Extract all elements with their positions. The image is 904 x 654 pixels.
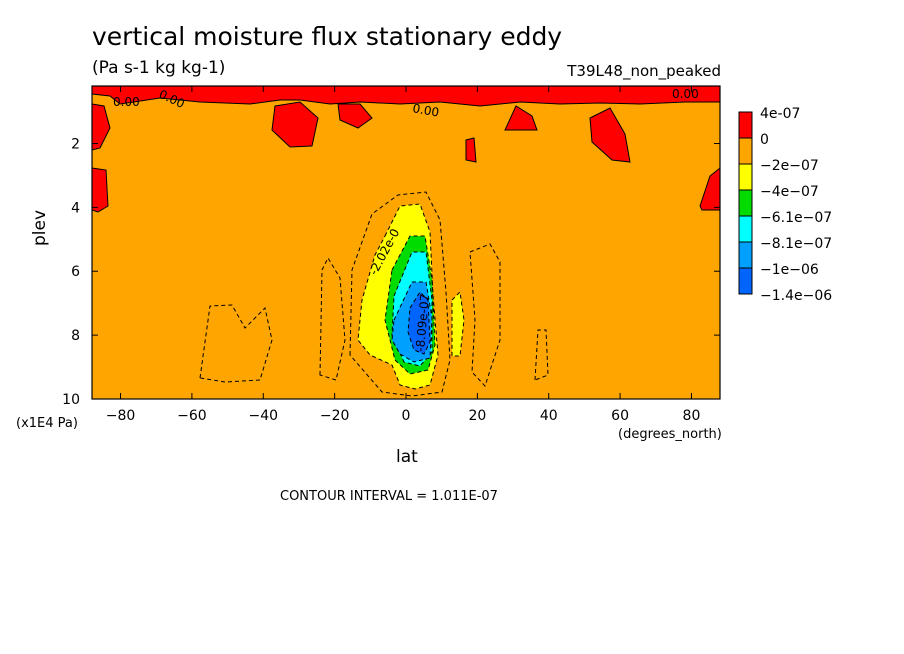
y-tick-label-1: 4 xyxy=(71,200,80,216)
red-region-east-2 xyxy=(465,137,477,163)
x-tick-label-7: 60 xyxy=(611,408,629,424)
y-axis-unit: (x1E4 Pa) xyxy=(16,416,78,431)
chart-title: vertical moisture flux stationary eddy xyxy=(92,22,563,51)
contour-outer-3 xyxy=(469,243,501,387)
x-tick-label-8: 80 xyxy=(683,408,701,424)
dashed-contours xyxy=(199,191,549,397)
legend-swatch-4 xyxy=(738,215,753,243)
y-tick-label-2: 6 xyxy=(71,264,80,280)
red-region-east-1 xyxy=(504,105,538,131)
legend-swatch-0 xyxy=(738,111,753,139)
x-axis-label: lat xyxy=(396,447,418,467)
contour-label-3: 0.00 xyxy=(411,101,440,119)
legend-swatch-1 xyxy=(738,137,753,165)
legend-label-7: −1.4e−06 xyxy=(760,288,832,304)
red-region-top-band xyxy=(91,85,721,107)
y-tick-label-3: 8 xyxy=(71,328,80,344)
legend-label-4: −6.1e−07 xyxy=(760,210,832,226)
color-legend: 4e-07 0 −2e−07 −4e−07 −6.1e−07 −8.1e−07 −1e−06… xyxy=(738,106,832,304)
x-tick-label-2: −40 xyxy=(248,408,278,424)
contour-label-4: 0.00 xyxy=(672,87,699,101)
x-tick-label-4: 0 xyxy=(402,408,411,424)
legend-label-5: −8.1e−07 xyxy=(760,236,832,252)
plot-area xyxy=(91,85,721,400)
x-tick-label-0: −80 xyxy=(106,408,136,424)
contour-interval: CONTOUR INTERVAL = 1.011E-07 xyxy=(280,489,498,504)
legend-label-6: −1e−06 xyxy=(760,262,819,278)
x-axis-unit: (degrees_north) xyxy=(618,427,722,442)
chart-subtitle: (Pa s-1 kg kg-1) xyxy=(92,58,226,78)
legend-label-1: 0 xyxy=(760,132,769,148)
legend-swatch-2 xyxy=(738,163,753,191)
contour-label-1: 0.00 xyxy=(113,95,140,109)
legend-swatch-6 xyxy=(738,267,753,295)
red-region-left-2 xyxy=(91,167,109,213)
x-tick-label-6: 40 xyxy=(540,408,558,424)
run-label: T39L48_non_peaked xyxy=(567,62,721,80)
y-tick-label-0: 2 xyxy=(71,136,80,152)
contour-outer-2 xyxy=(319,256,346,381)
contour-outer-5 xyxy=(534,329,549,381)
legend-label-0: 4e-07 xyxy=(760,106,800,122)
contour-label-6: -8.09e-07 xyxy=(413,293,432,352)
blue-region xyxy=(407,291,431,355)
red-region-west-1 xyxy=(271,101,319,148)
x-tick-label-3: −20 xyxy=(320,408,350,424)
contour-outer-1 xyxy=(349,191,451,397)
yellow-region-side xyxy=(451,290,465,357)
x-tick-label-1: −60 xyxy=(177,408,207,424)
legend-label-2: −2e−07 xyxy=(760,158,819,174)
legend-swatch-3 xyxy=(738,189,753,217)
contour-outer-4 xyxy=(199,304,273,383)
axis-ticks: −80 −60 −40 −20 0 20 40 60 80 2 4 6 8 10 xyxy=(62,86,720,424)
red-region-west-2 xyxy=(337,103,373,129)
red-region-east-3 xyxy=(589,107,631,163)
x-tick-label-5: 20 xyxy=(468,408,486,424)
legend-label-3: −4e−07 xyxy=(760,184,819,200)
legend-swatch-5 xyxy=(738,241,753,269)
y-tick-label-4: 10 xyxy=(62,392,80,408)
